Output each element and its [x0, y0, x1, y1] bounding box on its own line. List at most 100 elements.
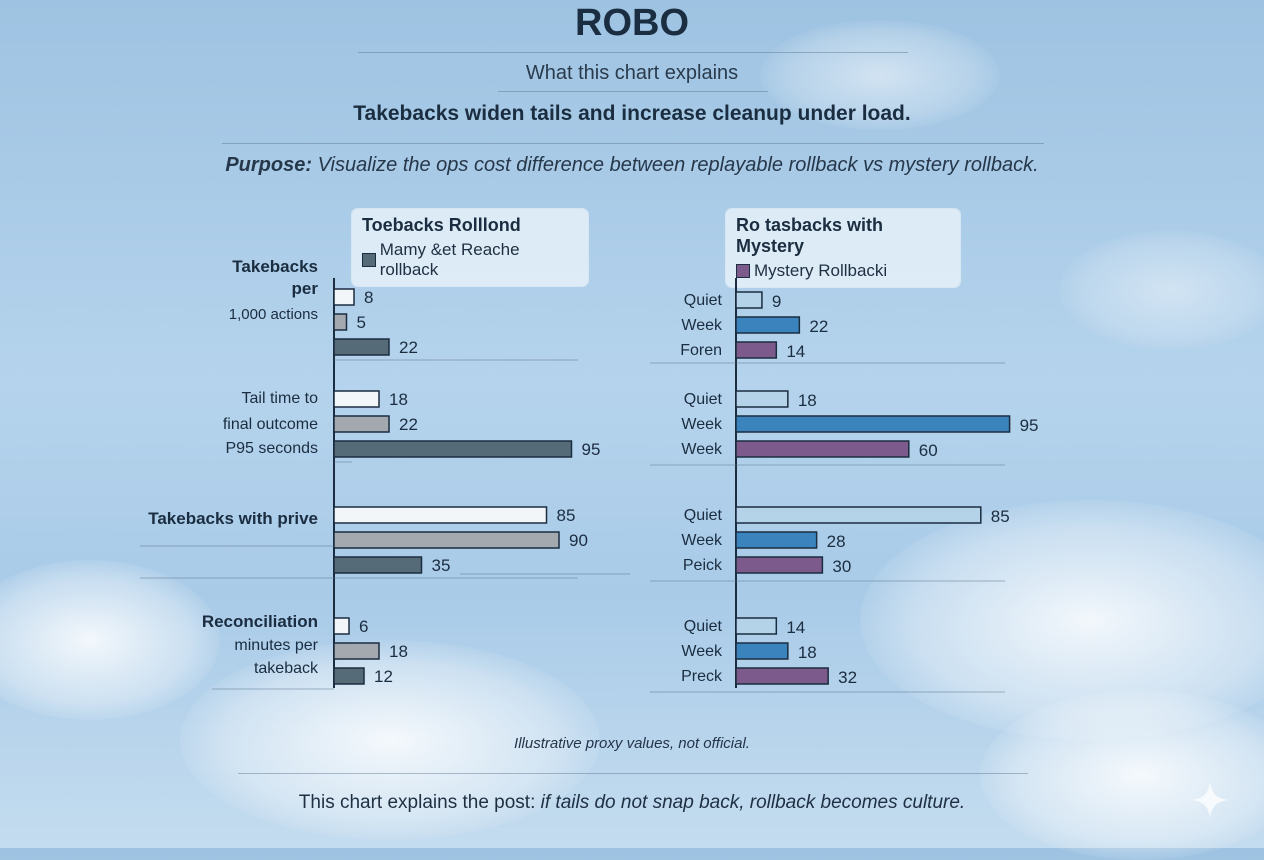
data-label: 95	[582, 440, 601, 459]
bar	[333, 667, 365, 685]
footer-divider	[238, 773, 1028, 774]
data-label: 95	[1020, 416, 1039, 435]
bar	[333, 531, 560, 549]
bar	[735, 341, 778, 359]
bar	[333, 617, 350, 635]
category-label: Preck	[681, 668, 723, 685]
bar	[735, 531, 818, 549]
title-divider	[358, 52, 908, 53]
data-label: 22	[809, 317, 828, 336]
bar	[333, 440, 573, 458]
data-label: 85	[557, 506, 576, 525]
data-label: 85	[991, 507, 1010, 526]
group-label: Tail time to	[242, 390, 319, 407]
data-label: 28	[827, 532, 846, 551]
legend-left: Toebacks Rolllond Mamy &et Reache rollba…	[352, 209, 588, 286]
bar	[333, 506, 548, 524]
category-label: Peick	[683, 557, 723, 574]
category-label: Week	[681, 441, 723, 458]
bar	[735, 415, 1011, 433]
bar	[333, 288, 355, 306]
cloud-decoration	[0, 560, 220, 720]
group-label: minutes per	[234, 637, 318, 654]
bar	[333, 390, 380, 408]
sparkle-icon	[1192, 782, 1228, 818]
group-label: 1,000 actions	[229, 306, 318, 323]
footer-plain: This chart explains the post:	[298, 792, 541, 813]
legend-right: Ro tasbacks with Mystery Mystery Rollbac…	[726, 209, 960, 287]
bar	[735, 667, 829, 685]
legend-swatch	[736, 264, 750, 278]
footer-italic: if tails do not snap back, rollback beco…	[540, 792, 966, 813]
bar	[735, 316, 801, 334]
cloud-decoration	[980, 690, 1264, 860]
data-label: 8	[364, 288, 373, 307]
group-label: Reconciliation	[202, 612, 318, 631]
bar	[333, 415, 390, 433]
legend-right-entry: Mystery Rollbacki	[736, 261, 950, 281]
bar	[735, 440, 910, 458]
legend-swatch	[362, 253, 376, 267]
data-label: 12	[374, 667, 393, 686]
data-label: 5	[357, 313, 366, 332]
bar	[333, 338, 390, 356]
data-label: 32	[838, 668, 857, 687]
bar	[333, 313, 348, 331]
data-label: 18	[389, 390, 408, 409]
footnote: Illustrative proxy values, not official.	[514, 735, 750, 752]
headline: Takebacks widen tails and increase clean…	[353, 102, 911, 125]
purpose-text: Visualize the ops cost difference betwee…	[317, 154, 1039, 176]
data-label: 14	[786, 342, 805, 361]
bar	[333, 556, 423, 574]
category-label: Quiet	[684, 618, 723, 635]
cloud-decoration	[1060, 230, 1264, 350]
legend-right-title: Ro tasbacks with Mystery	[736, 215, 884, 256]
bar	[735, 617, 778, 635]
data-label: 35	[432, 556, 451, 575]
footer-text: This chart explains the post: if tails d…	[0, 792, 1264, 814]
bar	[735, 556, 824, 574]
data-label: 22	[399, 338, 418, 357]
data-label: 6	[359, 617, 368, 636]
bar	[735, 291, 763, 309]
group-label: Takebacks with prive	[148, 509, 318, 528]
purpose-line: Purpose: Visualize the ops cost differen…	[0, 154, 1264, 177]
group-label: P95 seconds	[225, 440, 318, 457]
category-label: Week	[681, 416, 723, 433]
data-label: 90	[569, 531, 588, 550]
category-label: Quiet	[684, 507, 723, 524]
bar	[735, 390, 789, 408]
data-label: 9	[772, 292, 781, 311]
category-label: Week	[681, 317, 723, 334]
cloud-decoration	[180, 640, 600, 840]
legend-left-series: Mamy &et Reache rollback	[379, 240, 520, 279]
category-label: Quiet	[684, 391, 723, 408]
category-label: Quiet	[684, 292, 723, 309]
category-label: Foren	[680, 342, 722, 359]
bar	[735, 506, 982, 524]
page-title: ROBO	[575, 2, 689, 44]
legend-left-entry: Mamy &et Reache rollback	[362, 240, 578, 280]
headline-divider	[222, 143, 1044, 144]
subtitle-divider	[498, 91, 768, 92]
cloud-decoration	[760, 20, 1000, 130]
subtitle: What this chart explains	[525, 62, 739, 84]
data-label: 14	[786, 618, 805, 637]
category-label: Week	[681, 643, 723, 660]
legend-left-title: Toebacks Rolllond	[362, 215, 521, 235]
data-label: 30	[832, 557, 851, 576]
group-label: Takebacks	[232, 257, 318, 276]
bar	[735, 642, 789, 660]
data-label: 18	[798, 391, 817, 410]
data-label: 22	[399, 415, 418, 434]
category-label: Week	[681, 532, 723, 549]
group-label: final outcome	[223, 416, 318, 433]
group-label: per	[292, 279, 319, 298]
data-label: 60	[919, 441, 938, 460]
legend-right-series: Mystery Rollbacki	[754, 261, 888, 280]
bar	[333, 642, 380, 660]
data-label: 18	[389, 642, 408, 661]
data-label: 18	[798, 643, 817, 662]
purpose-label: Purpose:	[225, 154, 313, 176]
group-label: takeback	[254, 660, 319, 677]
